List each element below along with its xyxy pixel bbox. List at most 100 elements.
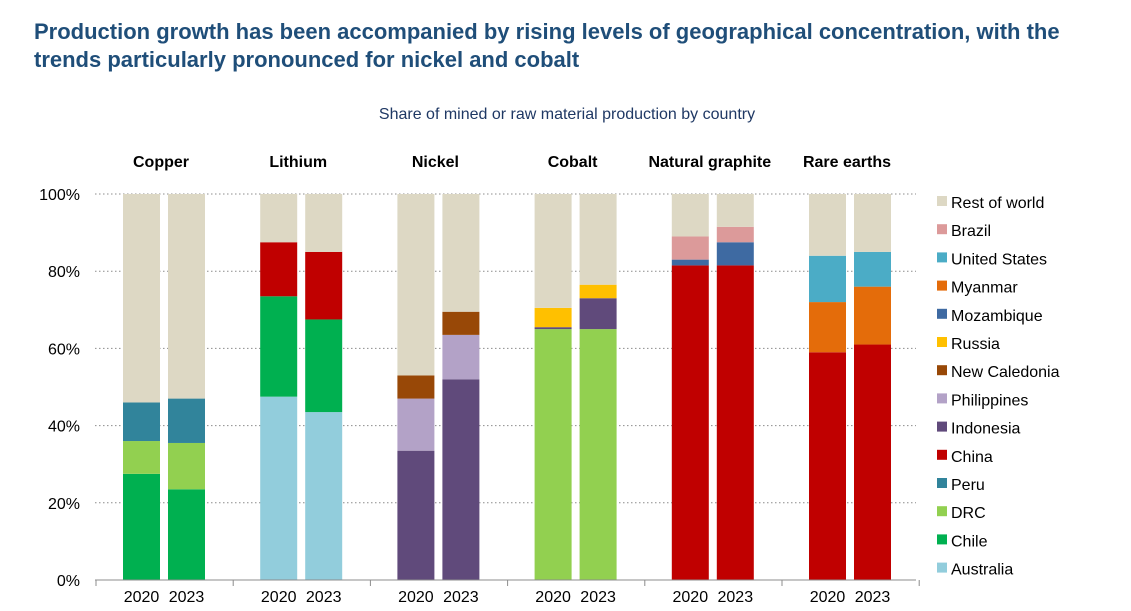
- bar-nickel-2020-new-caledonia: [397, 375, 435, 399]
- legend-swatch-mozambique: [937, 308, 947, 319]
- bar-rare-earths-2023-united-states: [854, 251, 891, 287]
- bar-natural-graphite-2023-rest-of-world: [716, 194, 754, 227]
- legend-swatch-united-states: [937, 252, 947, 263]
- group-label-copper: Copper: [133, 154, 189, 171]
- legend: Rest of world Brazil United States Myanmar M…: [937, 195, 1060, 579]
- bar-cobalt-2020-drc: [534, 329, 572, 580]
- bar-cobalt-2023-drc: [579, 329, 617, 580]
- bar-rare-earths-2023-rest-of-world: [854, 194, 891, 252]
- legend-label-peru: Peru: [951, 477, 985, 494]
- bar-lithium-2023-china: [305, 251, 343, 320]
- x-tick-label-nickel-2020: 2020: [398, 589, 434, 606]
- bar-copper-2020-drc: [123, 441, 160, 474]
- group-label-lithium: Lithium: [269, 154, 327, 171]
- bar-copper-2023-rest-of-world: [168, 194, 205, 399]
- legend-label-mozambique: Mozambique: [951, 308, 1043, 325]
- bar-nickel-2020-indonesia: [397, 450, 435, 580]
- legend-label-chile: Chile: [951, 533, 988, 550]
- legend-swatch-chile: [937, 534, 947, 545]
- x-tick-label-copper-2020: 2020: [124, 589, 160, 606]
- gridlines: [95, 193, 916, 504]
- y-tick-label-100: 100%: [39, 187, 80, 204]
- bar-copper-2020-chile: [123, 473, 160, 580]
- legend-label-new-caledonia: New Caledonia: [951, 364, 1060, 381]
- legend-label-brazil: Brazil: [951, 223, 991, 240]
- x-tick-label-copper-2023: 2023: [169, 589, 205, 606]
- bar-rare-earths-2020-united-states: [809, 255, 846, 303]
- bar-lithium-2020-australia: [260, 396, 298, 580]
- bar-nickel-2020-rest-of-world: [397, 194, 435, 376]
- legend-swatch-peru: [937, 478, 947, 488]
- legend-label-united-states: United States: [951, 251, 1047, 268]
- bar-lithium-2023-australia: [305, 412, 343, 580]
- chart-title: Production growth has been accompanied b…: [34, 19, 1060, 72]
- bars: [123, 194, 891, 580]
- bar-natural-graphite-2020-brazil: [671, 236, 709, 260]
- bar-lithium-2023-rest-of-world: [305, 194, 343, 252]
- y-tick-label-40: 40%: [48, 419, 80, 436]
- x-tick-label-rare-earths-2020: 2020: [810, 589, 846, 606]
- bar-cobalt-2023-rest-of-world: [579, 194, 617, 285]
- bar-rare-earths-2020-rest-of-world: [809, 194, 846, 256]
- y-tick-label-80: 80%: [48, 264, 80, 281]
- y-tick-label-0: 0%: [57, 573, 80, 590]
- bar-cobalt-2023-russia: [579, 284, 617, 299]
- x-tick-label-natural-graphite-2023: 2023: [718, 589, 754, 606]
- bar-cobalt-2023-indonesia: [579, 298, 617, 330]
- group-label-natural-graphite: Natural graphite: [648, 154, 771, 171]
- legend-swatch-myanmar: [937, 280, 947, 291]
- y-tick-label-60: 60%: [48, 341, 80, 358]
- legend-swatch-drc: [937, 506, 947, 517]
- group-label-rare-earths: Rare earths: [803, 154, 891, 171]
- x-axis: [95, 579, 920, 586]
- bar-copper-2023-chile: [168, 489, 205, 580]
- bar-lithium-2020-rest-of-world: [260, 194, 298, 243]
- bar-natural-graphite-2020-rest-of-world: [671, 194, 709, 237]
- bar-cobalt-2020-rest-of-world: [534, 194, 572, 308]
- legend-label-myanmar: Myanmar: [951, 280, 1018, 297]
- bar-rare-earths-2020-china: [809, 352, 846, 580]
- x-tick-label-lithium-2023: 2023: [306, 589, 342, 606]
- bar-natural-graphite-2023-china: [716, 265, 754, 580]
- x-tick-label-nickel-2023: 2023: [443, 589, 479, 606]
- bar-copper-2023-peru: [168, 398, 205, 443]
- bar-copper-2020-rest-of-world: [123, 194, 160, 403]
- bar-rare-earths-2023-myanmar: [854, 286, 891, 345]
- legend-swatch-philippines: [937, 393, 947, 404]
- bar-nickel-2023-philippines: [442, 334, 480, 380]
- group-label-cobalt: Cobalt: [548, 154, 598, 171]
- bar-lithium-2020-china: [260, 242, 298, 297]
- bar-lithium-2023-chile: [305, 319, 343, 413]
- group-label-nickel: Nickel: [412, 154, 459, 171]
- legend-label-russia: Russia: [951, 336, 1000, 353]
- legend-swatch-new-caledonia: [937, 365, 947, 376]
- bar-copper-2023-drc: [168, 442, 205, 490]
- bar-rare-earths-2023-china: [854, 344, 891, 580]
- bar-nickel-2023-new-caledonia: [442, 311, 480, 335]
- legend-label-china: China: [951, 449, 993, 466]
- legend-swatch-china: [937, 449, 947, 460]
- legend-label-rest-of-world: Rest of world: [951, 195, 1044, 212]
- legend-swatch-brazil: [937, 224, 947, 235]
- bar-natural-graphite-2023-brazil: [716, 226, 754, 243]
- legend-swatch-australia: [937, 562, 947, 573]
- bar-nickel-2023-indonesia: [442, 379, 480, 580]
- x-tick-label-lithium-2020: 2020: [261, 589, 297, 606]
- legend-label-australia: Australia: [951, 562, 1013, 579]
- x-axis-labels: Copper 2020 2023 Lithium 2020 2023 Nickel 2020 2…: [124, 154, 891, 606]
- bar-lithium-2020-chile: [260, 296, 298, 397]
- legend-swatch-rest-of-world: [937, 196, 947, 206]
- bar-nickel-2023-rest-of-world: [442, 194, 480, 312]
- bar-natural-graphite-2020-china: [671, 265, 709, 580]
- x-tick-label-cobalt-2020: 2020: [535, 589, 571, 606]
- x-tick-label-cobalt-2023: 2023: [580, 589, 616, 606]
- bar-cobalt-2020-indonesia: [534, 327, 572, 330]
- bar-natural-graphite-2023-mozambique: [716, 242, 754, 266]
- bar-copper-2020-peru: [123, 402, 160, 442]
- bar-nickel-2020-philippines: [397, 398, 435, 451]
- legend-label-philippines: Philippines: [951, 392, 1028, 409]
- x-tick-label-natural-graphite-2020: 2020: [673, 589, 709, 606]
- legend-swatch-russia: [937, 337, 947, 347]
- y-axis-ticks: 0% 20% 40% 60% 80% 100%: [39, 187, 80, 590]
